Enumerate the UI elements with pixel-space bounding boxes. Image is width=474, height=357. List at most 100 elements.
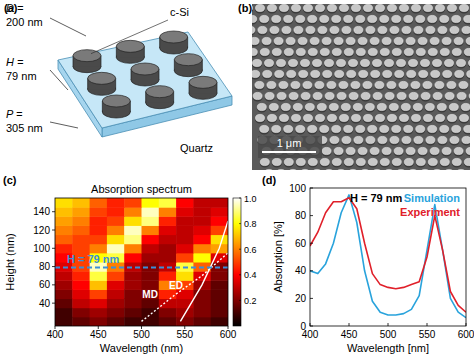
leader <box>91 20 168 54</box>
sem-pillar <box>397 92 406 99</box>
heatmap-cell <box>159 198 177 208</box>
sem-pillar <box>440 125 449 132</box>
x-tick-label: 550 <box>419 329 436 340</box>
heatmap-cell <box>193 244 211 254</box>
sem-pillar <box>364 4 373 11</box>
heatmap-cell <box>124 244 142 254</box>
heatmap-cell <box>107 235 125 245</box>
colorbar-tick <box>239 274 241 275</box>
sem-pillar <box>332 158 341 165</box>
heatmap-cell <box>159 308 177 318</box>
disk-top <box>88 72 116 84</box>
sem-pillar <box>287 70 296 77</box>
sem-pillar <box>320 48 329 55</box>
y-tick-label: 100 <box>33 243 50 254</box>
sem-pillar <box>325 92 334 99</box>
y-tick-label: 120 <box>33 225 50 236</box>
sem-pillar <box>428 125 437 132</box>
sem-pillar <box>413 103 422 110</box>
colorbar-tick <box>239 198 241 199</box>
sem-pillar <box>382 37 391 44</box>
heatmap-cell <box>55 244 73 254</box>
sem-pillar <box>289 59 298 66</box>
sem-pillar <box>256 4 265 11</box>
heatmap-cell <box>124 299 142 309</box>
sem-pillar <box>467 70 470 77</box>
sem-pillar <box>364 114 373 121</box>
sem-pillar <box>414 26 423 33</box>
sem-pillar <box>325 169 334 170</box>
mode-label: MD <box>142 289 158 300</box>
sem-pillar <box>402 26 411 33</box>
sem-pillar <box>281 103 290 110</box>
heatmap-cell <box>107 308 125 318</box>
sem-pillar <box>286 37 295 44</box>
heatmap-cell <box>90 207 108 217</box>
sem-pillar <box>414 136 423 143</box>
sem-pillar <box>450 136 459 143</box>
mode-curves <box>55 221 228 322</box>
sem-pillar <box>454 37 463 44</box>
sem-pillar <box>253 92 262 99</box>
dimension-value: 305 nm <box>6 122 43 134</box>
sem-pillar <box>385 59 394 66</box>
y-tick-label: 40 <box>295 265 307 276</box>
sem-pillar <box>445 92 454 99</box>
sem-pillar <box>303 81 312 88</box>
dimension-symbol: D = <box>6 2 24 14</box>
sem-pillar <box>382 147 391 154</box>
sem-pillar <box>320 158 329 165</box>
sem-pillar <box>255 81 264 88</box>
sem-pillar <box>397 59 406 66</box>
sem-pillar <box>322 147 331 154</box>
heatmap-cell <box>124 225 142 235</box>
heatmap-cell <box>124 271 142 281</box>
disk-top <box>116 40 144 52</box>
x-tick <box>466 323 467 326</box>
heatmap-cell <box>142 235 160 245</box>
sem-pillar <box>390 136 399 143</box>
dimension-value: 200 nm <box>6 16 43 28</box>
heatmap-cell <box>107 216 125 226</box>
sem-pillar <box>304 114 313 121</box>
heatmap-cell <box>90 216 108 226</box>
sem-pillar <box>376 114 385 121</box>
sem-pillar <box>260 125 269 132</box>
disk <box>189 76 217 99</box>
sem-pillar <box>361 92 370 99</box>
sem-pillar <box>313 169 322 170</box>
panel-b: (b)1 μm <box>238 2 474 179</box>
sem-pillar <box>356 158 365 165</box>
sem-pillar <box>462 136 470 143</box>
heatmap-cell <box>211 308 228 318</box>
sem-pillar <box>346 147 355 154</box>
disk-material: c-Si <box>170 6 189 18</box>
plot-frame <box>55 198 228 326</box>
sem-pillar <box>425 103 434 110</box>
annotation: H = 79 nm <box>350 192 402 204</box>
sem-pillar <box>329 103 338 110</box>
heatmap-cell <box>211 235 228 245</box>
sem-pillar <box>437 103 446 110</box>
disk-top <box>146 86 174 98</box>
heatmap-cell <box>211 317 228 326</box>
x-tick-label: 550 <box>176 329 193 340</box>
sem-pillar <box>328 4 337 11</box>
heatmap-cell <box>142 271 160 281</box>
sem-pillar <box>464 48 470 55</box>
sem-pillar <box>337 59 346 66</box>
heatmap-cell <box>107 225 125 235</box>
sem-pillar <box>313 92 322 99</box>
y-axis-title: Absorption [%] <box>272 221 284 293</box>
sem-pillar <box>375 81 384 88</box>
x-tick-label: 500 <box>380 329 397 340</box>
sem-pillar <box>284 48 293 55</box>
heatmap-cell <box>72 244 90 254</box>
disk <box>146 86 174 109</box>
heatmap-cell <box>176 198 194 208</box>
sem-pillar <box>299 70 308 77</box>
heatmap-cell <box>159 207 177 217</box>
heatmap-cell <box>107 271 125 281</box>
sem-pillar <box>296 48 305 55</box>
y-tick <box>52 248 55 249</box>
